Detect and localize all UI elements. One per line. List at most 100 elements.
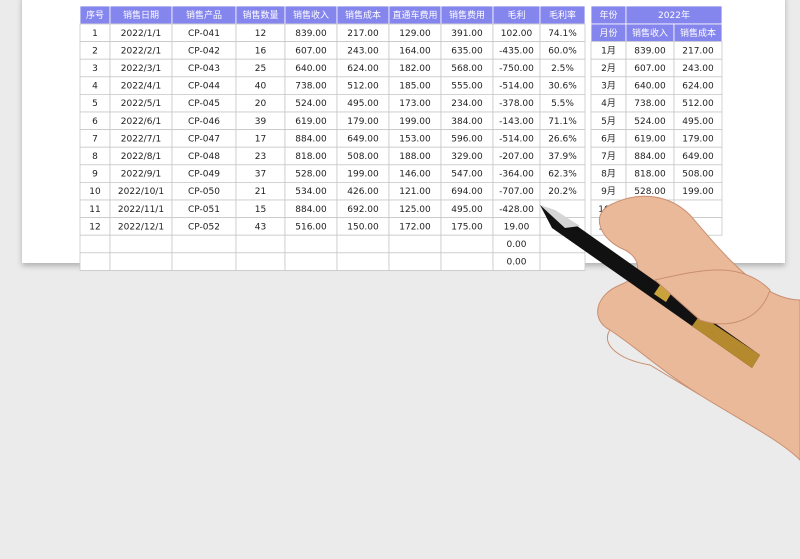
cell-text: 738.00	[634, 99, 666, 109]
cell-text: 2月	[601, 63, 616, 74]
cell-text: 839.00	[634, 46, 666, 56]
cell-text: 217.00	[682, 46, 714, 56]
cell-text: 23	[255, 152, 266, 162]
cell-text: 199.00	[347, 170, 379, 180]
cell	[440, 252, 494, 271]
cell-text: 3月	[601, 81, 616, 92]
cell	[284, 234, 338, 254]
cell-text: CP-042	[188, 46, 220, 56]
cell-text: 199.00	[682, 187, 714, 197]
cell-text: 9	[92, 170, 98, 180]
cell	[171, 234, 237, 254]
header-text: 销售成本	[680, 27, 716, 39]
header-text: 销售产品	[186, 9, 222, 21]
cell-text: 2.5%	[551, 64, 574, 74]
cell-text: 528.00	[634, 187, 666, 197]
cell-text: 15	[255, 205, 266, 215]
cell-text: 20	[255, 99, 267, 109]
cell-text: 524.00	[295, 99, 327, 109]
cell-text: 16	[255, 46, 267, 56]
cell-text: 74.1%	[548, 29, 577, 39]
cell-text: 217.00	[347, 29, 379, 39]
cell-text: 12	[255, 29, 266, 39]
header-text: 销售数量	[242, 9, 278, 21]
cell-text: 9月	[601, 186, 616, 197]
cell	[109, 234, 173, 254]
cell-text: 17	[255, 134, 266, 144]
cell-text: 185.00	[399, 82, 431, 92]
cell-text: 839.00	[295, 29, 327, 39]
cell-text: CP-049	[188, 170, 220, 180]
cell-text: 694.00	[451, 187, 483, 197]
cell-text: 640.00	[634, 82, 666, 92]
cell-text: CP-044	[188, 82, 220, 92]
cell-text: 2022/12/1	[118, 222, 164, 232]
cell-text: CP-052	[188, 222, 220, 232]
cell-text: 384.00	[451, 117, 483, 127]
cell-text: 508.00	[682, 170, 714, 180]
cell-text: 129.00	[399, 29, 431, 39]
cell-text: 524.00	[634, 117, 666, 127]
cell-text: -514.00	[499, 82, 534, 92]
cell-text: -428.00	[499, 205, 534, 215]
cell-text: 512.00	[347, 82, 379, 92]
cell-text: 528.00	[295, 170, 327, 180]
cell-text: CP-047	[188, 134, 220, 144]
cell-text: 2022/7/1	[121, 134, 161, 144]
cell-text: -207.00	[499, 152, 534, 162]
header-text: 销售收入	[632, 27, 668, 39]
cell-text: 3	[92, 64, 98, 74]
cell-text: 150.00	[347, 222, 379, 232]
cell-text: 2022/5/1	[121, 99, 161, 109]
header-text: 毛利率	[549, 9, 576, 21]
cell-text: 391.00	[451, 29, 483, 39]
cell-text: 11	[89, 205, 100, 215]
cell-text: 5.5%	[551, 99, 574, 109]
cell-text: -514.00	[499, 134, 534, 144]
cell-text: 121.00	[399, 187, 431, 197]
cell-text: 43	[255, 222, 266, 232]
cell-text: 2022/8/1	[121, 152, 161, 162]
header-text: 直通车费用	[392, 9, 437, 21]
cell-text: CP-051	[188, 205, 220, 215]
cell-text: 635.00	[451, 46, 483, 56]
cell-text: 243.00	[347, 46, 379, 56]
cell	[109, 252, 173, 271]
cell	[235, 234, 286, 254]
cell	[388, 234, 442, 254]
cell-text: 19.00	[504, 222, 530, 232]
cell-text: -435.00	[499, 46, 534, 56]
cell-text: 243.00	[682, 64, 714, 74]
cell-text: 495.00	[682, 117, 714, 127]
cell-text: 179.00	[347, 117, 379, 127]
cell-text: 534.00	[295, 187, 327, 197]
cell-text: -707.00	[499, 187, 534, 197]
cell-text: 7	[92, 134, 98, 144]
cell-text: 1	[92, 29, 98, 39]
cell-text: 153.00	[399, 134, 431, 144]
header-text: 2022年	[658, 9, 690, 21]
cell-text: 40	[255, 82, 267, 92]
cell-text: CP-050	[188, 187, 220, 197]
cell-text: 26.6%	[548, 134, 577, 144]
cell-text: 12	[89, 222, 100, 232]
cell-text: 6	[92, 117, 98, 127]
cell-text: 175.00	[451, 222, 483, 232]
cell	[284, 252, 338, 271]
cell-text: CP-045	[188, 99, 220, 109]
cell-text: 818.00	[295, 152, 327, 162]
cell-text: 62.3%	[548, 170, 577, 180]
cell-text: 1月	[601, 45, 616, 56]
cell-text: -143.00	[499, 117, 534, 127]
cell-text: 649.00	[682, 152, 714, 162]
cell	[79, 252, 111, 271]
cell-text: 624.00	[682, 82, 714, 92]
hand-with-pen	[540, 195, 800, 461]
cell-text: 8月	[601, 169, 616, 180]
cell	[539, 252, 586, 271]
cell-text: CP-046	[188, 117, 220, 127]
cell-text: 692.00	[347, 205, 379, 215]
cell-text: 0.00	[506, 258, 526, 268]
